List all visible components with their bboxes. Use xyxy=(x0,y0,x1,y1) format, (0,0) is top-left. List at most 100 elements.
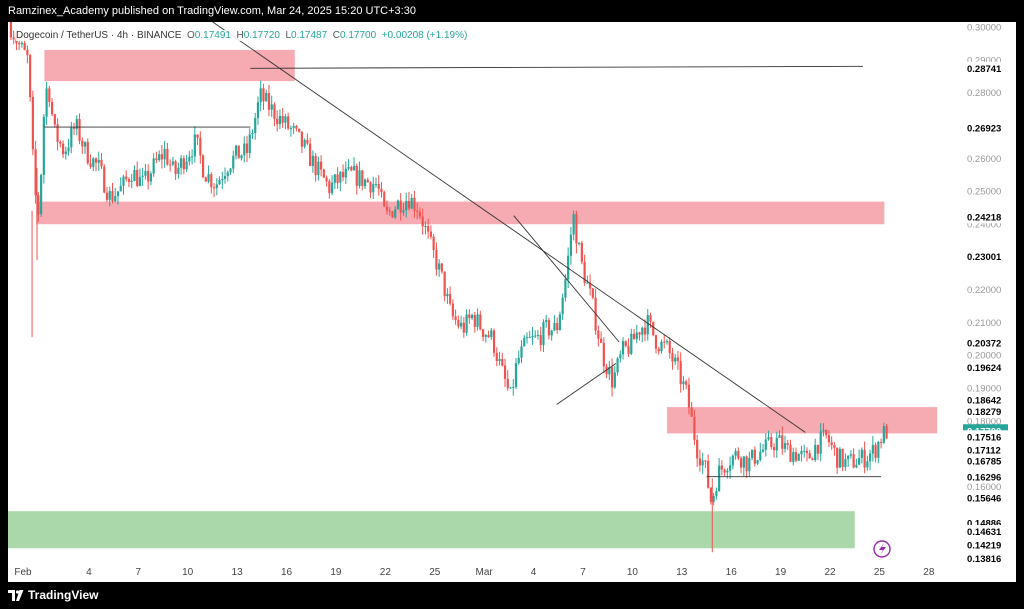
candle-body xyxy=(289,127,293,129)
candle-body xyxy=(100,159,103,167)
candle-body xyxy=(237,145,240,159)
candle xyxy=(160,145,163,169)
price-label[interactable]: 0.14219 xyxy=(963,538,1008,552)
candle-body xyxy=(498,359,501,361)
price-label[interactable]: 0.14631 xyxy=(963,525,1008,539)
candle xyxy=(794,447,798,463)
price-label[interactable]: 0.24218 xyxy=(963,210,1008,224)
low-label: L xyxy=(285,30,292,41)
candle xyxy=(40,173,43,217)
trendline[interactable] xyxy=(556,363,617,405)
candle xyxy=(470,313,474,320)
chart-frame: 0.30000 0.29000 0.28000 0.26000 0.25000 0.240… xyxy=(8,0,1016,582)
price-label[interactable]: 0.17516 xyxy=(963,430,1008,444)
candle-body xyxy=(512,386,515,388)
price-label[interactable]: 0.13816 xyxy=(963,551,1008,565)
candle-body xyxy=(668,340,671,354)
candle-body xyxy=(70,127,73,148)
candle xyxy=(330,175,334,196)
tradingview-logo-icon[interactable] xyxy=(8,588,24,602)
price-label-text: 0.28741 xyxy=(967,64,1002,75)
trendline[interactable] xyxy=(163,0,806,433)
price-label[interactable]: 0.23001 xyxy=(963,250,1008,264)
candle-body xyxy=(693,416,696,440)
price-label[interactable]: 0.18642 xyxy=(963,393,1008,407)
price-label[interactable]: 0.16785 xyxy=(963,454,1008,468)
resistance-zone[interactable] xyxy=(44,49,295,82)
price-label[interactable]: 0.19624 xyxy=(963,361,1008,375)
candle-body xyxy=(572,214,575,235)
candle-body xyxy=(833,445,836,448)
candle xyxy=(517,350,520,365)
candle-body xyxy=(841,448,844,468)
candle-body xyxy=(127,179,131,182)
candle-body xyxy=(380,188,383,193)
candle-body xyxy=(50,102,54,115)
candle xyxy=(580,240,583,265)
candle-body xyxy=(352,165,356,171)
candle-body xyxy=(627,345,630,354)
candle-body xyxy=(561,297,564,315)
candle xyxy=(440,263,443,274)
candle xyxy=(723,468,726,477)
candle xyxy=(232,150,235,173)
price-chart[interactable]: 0.30000 0.29000 0.28000 0.26000 0.25000 0.240… xyxy=(8,0,1016,582)
candle-body xyxy=(424,226,427,228)
candle-body xyxy=(188,156,191,162)
candle-body xyxy=(336,174,339,183)
price-label[interactable]: 0.15646 xyxy=(963,491,1008,505)
price-label-text: 0.17516 xyxy=(967,432,1001,443)
candle xyxy=(841,448,844,472)
candle-body xyxy=(97,159,100,163)
candle xyxy=(435,242,438,276)
candle-body xyxy=(635,332,638,340)
candle xyxy=(276,110,279,132)
candle-body xyxy=(89,163,92,167)
candle-body xyxy=(624,341,627,346)
candle xyxy=(119,177,122,192)
candle-body xyxy=(610,366,614,388)
support-zone[interactable] xyxy=(8,511,855,549)
candle xyxy=(542,319,545,353)
price-label[interactable]: 0.20372 xyxy=(963,336,1008,350)
candle xyxy=(657,346,660,355)
candle-body xyxy=(251,133,254,135)
candle xyxy=(122,174,125,195)
candle-body xyxy=(877,441,880,458)
candle xyxy=(531,326,534,345)
resistance-zone[interactable] xyxy=(666,407,938,434)
symbol-name[interactable]: Dogecoin / TetherUS · 4h · BINANCE xyxy=(16,30,182,41)
price-label[interactable]: 0.17112 xyxy=(963,443,1008,457)
candle-body xyxy=(116,191,120,197)
candle xyxy=(385,200,389,215)
candle-body xyxy=(45,88,48,117)
tradingview-brand[interactable]: TradingView xyxy=(28,588,99,602)
price-label[interactable]: 0.18279 xyxy=(963,405,1008,419)
candle xyxy=(394,206,397,220)
price-axis[interactable] xyxy=(960,22,1016,582)
price-label[interactable]: 0.28741 xyxy=(963,61,1008,75)
candle-body xyxy=(646,315,649,335)
candle-body xyxy=(298,128,301,132)
candle xyxy=(196,134,199,145)
candle-body xyxy=(221,179,224,181)
candle-body xyxy=(407,200,411,209)
lightning-icon[interactable] xyxy=(873,540,891,558)
candle xyxy=(479,310,482,331)
candle xyxy=(133,165,136,182)
candle-body xyxy=(207,174,210,182)
candle xyxy=(361,170,364,191)
candle xyxy=(446,288,449,304)
x-tick-label: 22 xyxy=(824,567,836,578)
candle xyxy=(281,107,284,128)
candle-body xyxy=(333,174,336,183)
price-label[interactable]: 0.26923 xyxy=(963,121,1008,135)
candle-body xyxy=(460,322,463,327)
resistance-zone[interactable] xyxy=(36,201,885,225)
candle-body xyxy=(61,143,65,155)
trendline[interactable] xyxy=(513,215,620,343)
trendline[interactable] xyxy=(250,65,863,69)
price-label[interactable]: 0.16296 xyxy=(963,470,1008,484)
symbol-legend[interactable]: Dogecoin / TetherUS · 4h · BINANCE O0.17… xyxy=(16,30,468,41)
candle xyxy=(775,431,778,458)
